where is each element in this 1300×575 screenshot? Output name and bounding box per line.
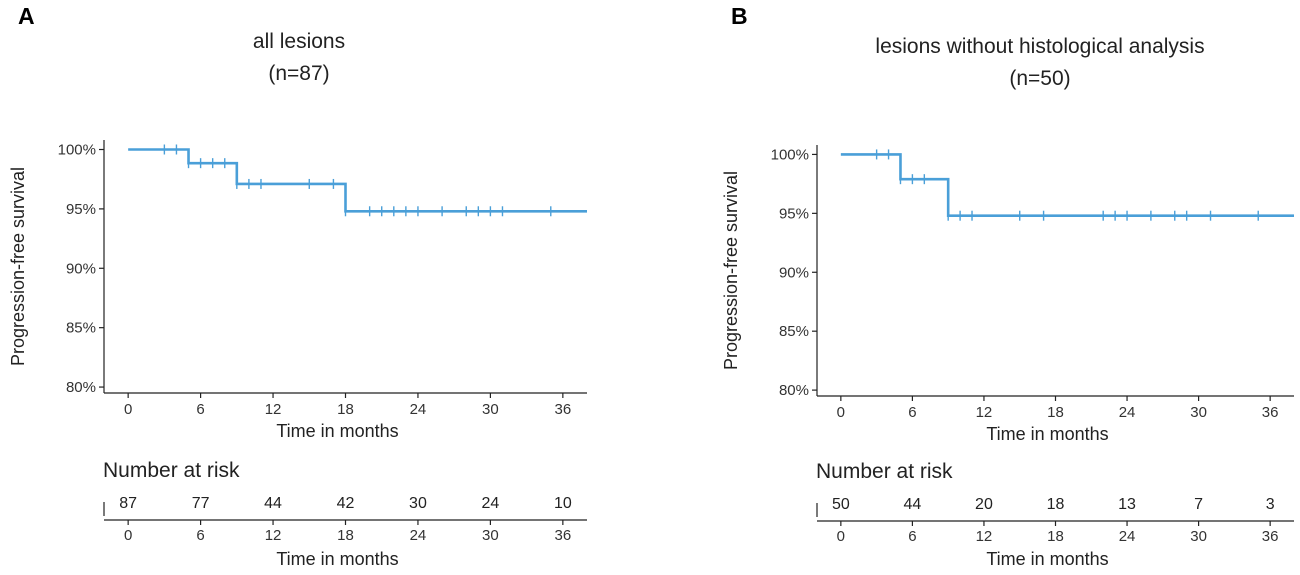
risk-tick-label: 6 xyxy=(908,528,916,545)
x-tick-label: 12 xyxy=(976,404,993,421)
y-axis-title: Progression-free survival xyxy=(8,167,28,366)
y-tick-label: 80% xyxy=(779,382,809,399)
x-axis-title: Time in months xyxy=(986,424,1108,444)
risk-count: 42 xyxy=(337,495,355,512)
chart-title: all lesions xyxy=(253,30,345,53)
y-tick-label: 90% xyxy=(66,260,96,277)
x-tick-label: 24 xyxy=(410,401,427,418)
x-tick-label: 0 xyxy=(124,401,132,418)
risk-tick-label: 24 xyxy=(410,527,427,544)
x-tick-label: 0 xyxy=(837,404,845,421)
chart-title: lesions without histological analysis xyxy=(875,35,1204,58)
y-tick-label: 95% xyxy=(66,201,96,218)
risk-tick-label: 24 xyxy=(1119,528,1136,545)
risk-tick-label: 30 xyxy=(1190,528,1207,545)
risk-table-x-title: Time in months xyxy=(986,549,1108,569)
risk-tick-label: 30 xyxy=(482,527,499,544)
risk-count: 7 xyxy=(1194,496,1203,513)
x-tick-label: 12 xyxy=(265,401,282,418)
x-tick-label: 30 xyxy=(482,401,499,418)
risk-tick-label: 6 xyxy=(196,527,204,544)
risk-tick-label: 0 xyxy=(837,528,845,545)
x-tick-label: 6 xyxy=(196,401,204,418)
y-tick-label: 100% xyxy=(58,142,96,159)
x-tick-label: 24 xyxy=(1119,404,1136,421)
x-tick-label: 18 xyxy=(337,401,354,418)
risk-count: 10 xyxy=(554,495,572,512)
risk-count: 50 xyxy=(832,496,850,513)
risk-tick-label: 18 xyxy=(1047,528,1064,545)
panel-letter: B xyxy=(731,3,748,29)
risk-tick-label: 12 xyxy=(265,527,282,544)
risk-tick-label: 12 xyxy=(976,528,993,545)
risk-count: 30 xyxy=(409,495,427,512)
x-tick-label: 36 xyxy=(555,401,572,418)
y-tick-label: 85% xyxy=(66,320,96,337)
risk-tick-label: 0 xyxy=(124,527,132,544)
x-tick-label: 30 xyxy=(1190,404,1207,421)
x-tick-label: 18 xyxy=(1047,404,1064,421)
y-tick-label: 100% xyxy=(771,146,809,163)
y-tick-label: 85% xyxy=(779,323,809,340)
chart-subtitle: (n=50) xyxy=(1009,67,1070,90)
risk-count: 44 xyxy=(264,495,282,512)
panel-letter: A xyxy=(18,3,35,29)
x-axis-title: Time in months xyxy=(276,421,398,441)
risk-count: 3 xyxy=(1266,496,1275,513)
risk-count: 77 xyxy=(192,495,210,512)
risk-count: 87 xyxy=(119,495,137,512)
risk-count: 20 xyxy=(975,496,993,513)
x-tick-label: 6 xyxy=(908,404,916,421)
risk-count: 13 xyxy=(1118,496,1136,513)
y-tick-label: 90% xyxy=(779,264,809,281)
y-tick-label: 95% xyxy=(779,205,809,222)
risk-count: 24 xyxy=(482,495,500,512)
risk-tick-label: 18 xyxy=(337,527,354,544)
risk-table-x-title: Time in months xyxy=(276,549,398,569)
y-axis-title: Progression-free survival xyxy=(721,171,741,370)
risk-count: 44 xyxy=(904,496,922,513)
risk-tick-label: 36 xyxy=(555,527,572,544)
chart-subtitle: (n=87) xyxy=(268,62,329,85)
y-tick-label: 80% xyxy=(66,379,96,396)
survival-curve xyxy=(840,153,1294,218)
survival-curve xyxy=(128,148,587,213)
risk-table-title: Number at risk xyxy=(103,459,240,482)
risk-table-title: Number at risk xyxy=(816,460,953,483)
x-tick-label: 36 xyxy=(1262,404,1279,421)
risk-tick-label: 36 xyxy=(1262,528,1279,545)
risk-count: 18 xyxy=(1047,496,1065,513)
